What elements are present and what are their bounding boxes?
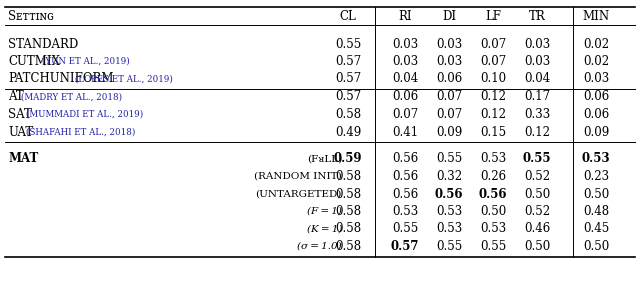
Text: TR: TR xyxy=(529,10,545,22)
Text: 0.46: 0.46 xyxy=(524,223,550,235)
Text: RI: RI xyxy=(398,10,412,22)
Text: 0.33: 0.33 xyxy=(524,108,550,121)
Text: 0.04: 0.04 xyxy=(524,72,550,85)
Text: (K = 1): (K = 1) xyxy=(307,225,342,234)
Text: (MUMMADI ET AL., 2019): (MUMMADI ET AL., 2019) xyxy=(26,110,143,119)
Text: 0.56: 0.56 xyxy=(392,187,418,201)
Text: 0.09: 0.09 xyxy=(583,126,609,139)
Text: 0.55: 0.55 xyxy=(436,240,462,253)
Text: 0.53: 0.53 xyxy=(582,153,611,166)
Text: (MADRY ET AL., 2018): (MADRY ET AL., 2018) xyxy=(20,92,122,101)
Text: 0.50: 0.50 xyxy=(583,240,609,253)
Text: 0.03: 0.03 xyxy=(583,72,609,85)
Text: 0.15: 0.15 xyxy=(480,126,506,139)
Text: 0.58: 0.58 xyxy=(335,170,361,183)
Text: CUTMIX: CUTMIX xyxy=(8,55,60,68)
Text: 0.57: 0.57 xyxy=(335,72,361,85)
Text: 0.06: 0.06 xyxy=(583,108,609,121)
Text: (RANDOM INIT): (RANDOM INIT) xyxy=(254,172,342,181)
Text: 0.56: 0.56 xyxy=(435,187,463,201)
Text: 0.17: 0.17 xyxy=(524,90,550,103)
Text: 0.07: 0.07 xyxy=(480,55,506,68)
Text: 0.03: 0.03 xyxy=(392,55,418,68)
Text: 0.57: 0.57 xyxy=(335,90,361,103)
Text: (LOPES ET AL., 2019): (LOPES ET AL., 2019) xyxy=(75,74,173,83)
Text: 0.56: 0.56 xyxy=(392,153,418,166)
Text: Sᴇᴛᴛɪɴɢ: Sᴇᴛᴛɪɴɢ xyxy=(8,10,54,22)
Text: 0.53: 0.53 xyxy=(480,223,506,235)
Text: 0.50: 0.50 xyxy=(524,187,550,201)
Text: (F = 1): (F = 1) xyxy=(307,207,342,216)
Text: 0.03: 0.03 xyxy=(436,55,462,68)
Text: 0.57: 0.57 xyxy=(335,55,361,68)
Text: 0.55: 0.55 xyxy=(480,240,506,253)
Text: CL: CL xyxy=(340,10,356,22)
Text: 0.07: 0.07 xyxy=(392,108,418,121)
Text: 0.07: 0.07 xyxy=(436,90,462,103)
Text: (FᴚLL): (FᴚLL) xyxy=(307,155,342,164)
Text: UAT: UAT xyxy=(8,126,33,139)
Text: 0.03: 0.03 xyxy=(524,55,550,68)
Text: 0.07: 0.07 xyxy=(480,37,506,51)
Text: 0.58: 0.58 xyxy=(335,108,361,121)
Text: PATCHUNIFORM: PATCHUNIFORM xyxy=(8,72,113,85)
Text: 0.49: 0.49 xyxy=(335,126,361,139)
Text: 0.03: 0.03 xyxy=(524,37,550,51)
Text: 0.58: 0.58 xyxy=(335,187,361,201)
Text: 0.09: 0.09 xyxy=(436,126,462,139)
Text: 0.52: 0.52 xyxy=(524,170,550,183)
Text: AT: AT xyxy=(8,90,24,103)
Text: 0.57: 0.57 xyxy=(391,240,419,253)
Text: 0.58: 0.58 xyxy=(335,223,361,235)
Text: 0.06: 0.06 xyxy=(583,90,609,103)
Text: 0.53: 0.53 xyxy=(436,223,462,235)
Text: (SHAFAHI ET AL., 2018): (SHAFAHI ET AL., 2018) xyxy=(26,128,136,137)
Text: 0.50: 0.50 xyxy=(583,187,609,201)
Text: 0.58: 0.58 xyxy=(335,205,361,218)
Text: 0.12: 0.12 xyxy=(480,90,506,103)
Text: SAT: SAT xyxy=(8,108,32,121)
Text: 0.03: 0.03 xyxy=(392,37,418,51)
Text: 0.58: 0.58 xyxy=(335,240,361,253)
Text: 0.53: 0.53 xyxy=(480,153,506,166)
Text: 0.02: 0.02 xyxy=(583,37,609,51)
Text: MIN: MIN xyxy=(582,10,609,22)
Text: 0.03: 0.03 xyxy=(436,37,462,51)
Text: (YUN ET AL., 2019): (YUN ET AL., 2019) xyxy=(42,57,130,66)
Text: DI: DI xyxy=(442,10,456,22)
Text: 0.02: 0.02 xyxy=(583,55,609,68)
Text: 0.56: 0.56 xyxy=(479,187,508,201)
Text: 0.52: 0.52 xyxy=(524,205,550,218)
Text: 0.56: 0.56 xyxy=(392,170,418,183)
Text: MAT: MAT xyxy=(8,153,38,166)
Text: 0.50: 0.50 xyxy=(480,205,506,218)
Text: 0.48: 0.48 xyxy=(583,205,609,218)
Text: 0.04: 0.04 xyxy=(392,72,418,85)
Text: 0.12: 0.12 xyxy=(480,108,506,121)
Text: 0.59: 0.59 xyxy=(333,153,362,166)
Text: 0.06: 0.06 xyxy=(436,72,462,85)
Text: STANDARD: STANDARD xyxy=(8,37,78,51)
Text: LF: LF xyxy=(485,10,501,22)
Text: 0.45: 0.45 xyxy=(583,223,609,235)
Text: 0.55: 0.55 xyxy=(523,153,551,166)
Text: (UNTARGETED): (UNTARGETED) xyxy=(255,189,342,198)
Text: 0.50: 0.50 xyxy=(524,240,550,253)
Text: 0.12: 0.12 xyxy=(524,126,550,139)
Text: 0.10: 0.10 xyxy=(480,72,506,85)
Text: 0.06: 0.06 xyxy=(392,90,418,103)
Text: (σ = 1.0): (σ = 1.0) xyxy=(298,242,342,251)
Text: 0.55: 0.55 xyxy=(392,223,418,235)
Text: 0.53: 0.53 xyxy=(436,205,462,218)
Text: 0.26: 0.26 xyxy=(480,170,506,183)
Text: 0.55: 0.55 xyxy=(436,153,462,166)
Text: 0.55: 0.55 xyxy=(335,37,361,51)
Text: 0.32: 0.32 xyxy=(436,170,462,183)
Text: 0.07: 0.07 xyxy=(436,108,462,121)
Text: 0.23: 0.23 xyxy=(583,170,609,183)
Text: 0.53: 0.53 xyxy=(392,205,418,218)
Text: 0.41: 0.41 xyxy=(392,126,418,139)
